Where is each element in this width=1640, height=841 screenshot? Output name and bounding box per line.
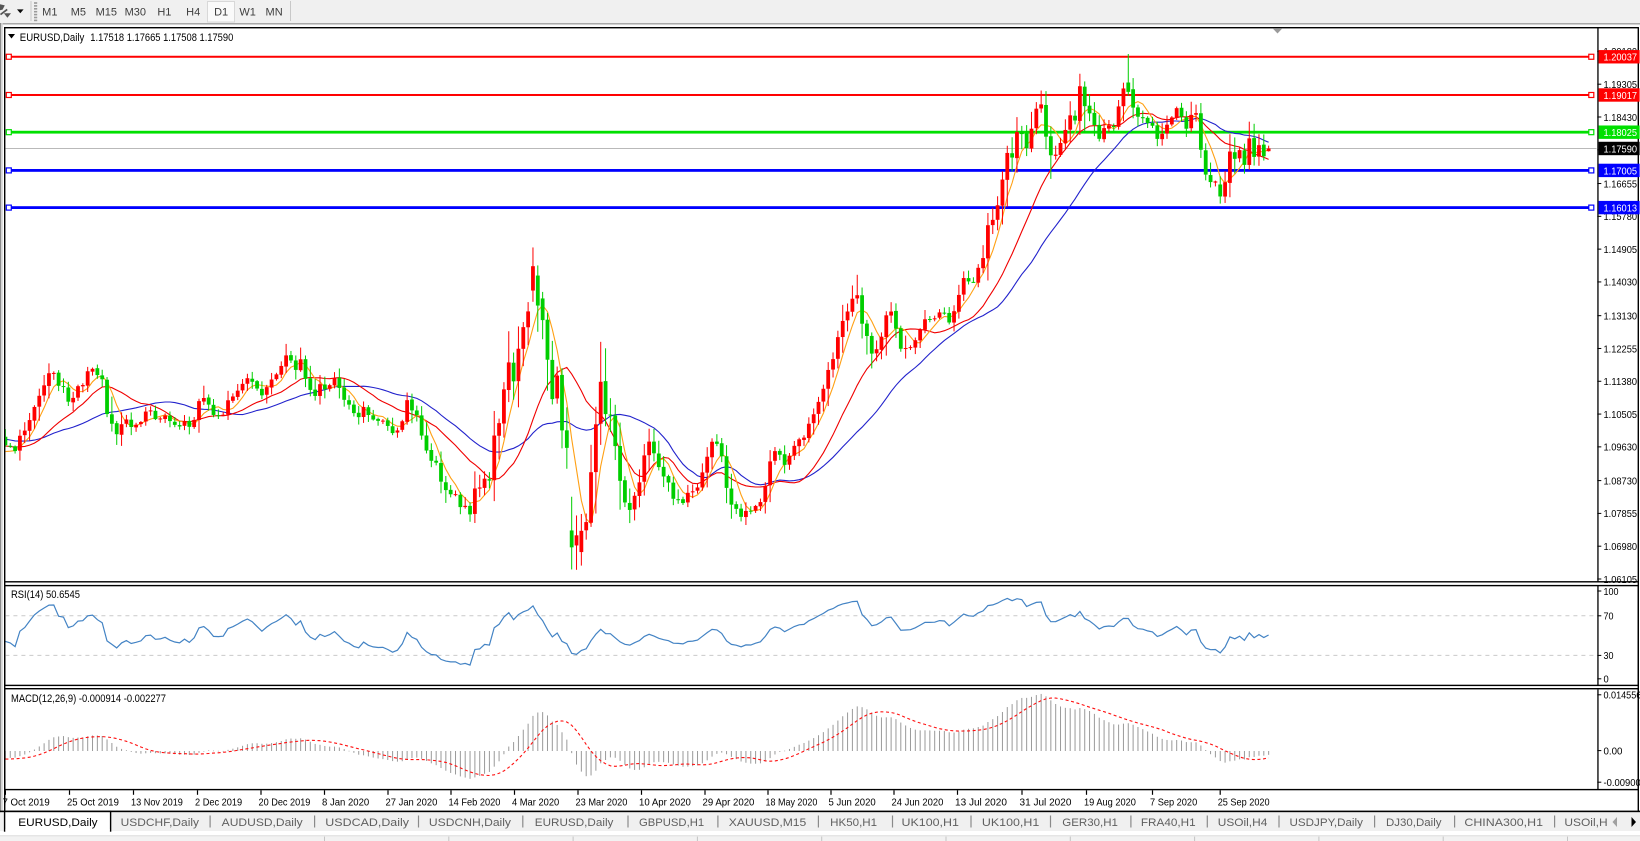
- svg-text:1.19305: 1.19305: [1604, 80, 1638, 91]
- svg-text:1.11380: 1.11380: [1604, 377, 1638, 388]
- svg-text:RSI(14) 50.6545: RSI(14) 50.6545: [11, 589, 80, 601]
- svg-text:30: 30: [1604, 651, 1614, 662]
- svg-text:1.09630: 1.09630: [1604, 443, 1638, 454]
- svg-text:1.19017: 1.19017: [1604, 91, 1638, 102]
- svg-text:USDCAD,Daily: USDCAD,Daily: [325, 817, 409, 829]
- svg-text:GBPUSD,H1: GBPUSD,H1: [639, 817, 704, 829]
- svg-text:CHINA300,H1: CHINA300,H1: [1464, 817, 1543, 829]
- svg-text:31 Jul 2020: 31 Jul 2020: [1020, 798, 1072, 809]
- svg-text:1.18025: 1.18025: [1604, 128, 1638, 139]
- svg-text:7 Sep 2020: 7 Sep 2020: [1150, 798, 1197, 809]
- svg-text:USDCHF,Daily: USDCHF,Daily: [121, 817, 200, 829]
- svg-text:1.14030: 1.14030: [1604, 278, 1638, 289]
- svg-text:1.17005: 1.17005: [1604, 166, 1638, 177]
- svg-text:MACD(12,26,9) -0.000914 -0.002: MACD(12,26,9) -0.000914 -0.002277: [11, 693, 166, 705]
- svg-text:1.13130: 1.13130: [1604, 311, 1638, 322]
- svg-text:1.20037: 1.20037: [1604, 53, 1638, 64]
- svg-text:0.014556: 0.014556: [1604, 691, 1640, 702]
- svg-text:EURUSD,Daily: EURUSD,Daily: [20, 32, 85, 44]
- svg-text:19 Aug 2020: 19 Aug 2020: [1084, 798, 1136, 809]
- svg-text:1.17590: 1.17590: [1604, 144, 1638, 155]
- svg-text:18 May 2020: 18 May 2020: [766, 798, 818, 809]
- svg-text:1.12255: 1.12255: [1604, 344, 1638, 355]
- svg-text:1.16013: 1.16013: [1604, 204, 1638, 215]
- svg-text:70: 70: [1604, 612, 1614, 623]
- svg-text:W1: W1: [239, 7, 256, 19]
- svg-text:1.15780: 1.15780: [1604, 212, 1638, 223]
- svg-text:M15: M15: [96, 7, 117, 19]
- svg-text:7 Oct 2019: 7 Oct 2019: [3, 798, 50, 809]
- svg-text:HK50,H1: HK50,H1: [830, 817, 877, 829]
- svg-text:USOil,H: USOil,H: [1564, 817, 1607, 829]
- svg-text:2 Dec 2019: 2 Dec 2019: [195, 798, 242, 809]
- svg-text:1.07855: 1.07855: [1604, 509, 1638, 520]
- svg-text:8 Jan 2020: 8 Jan 2020: [322, 798, 369, 809]
- svg-text:4 Mar 2020: 4 Mar 2020: [512, 798, 559, 809]
- svg-text:25 Sep 2020: 25 Sep 2020: [1218, 798, 1270, 809]
- svg-text:1.06980: 1.06980: [1604, 542, 1638, 553]
- svg-text:USOil,H4: USOil,H4: [1218, 817, 1268, 829]
- svg-text:H1: H1: [157, 7, 171, 19]
- svg-text:GER30,H1: GER30,H1: [1062, 817, 1118, 829]
- svg-text:MN: MN: [266, 7, 283, 19]
- svg-text:1.16655: 1.16655: [1604, 179, 1638, 190]
- svg-text:13 Nov 2019: 13 Nov 2019: [131, 798, 183, 809]
- svg-text:10 Apr 2020: 10 Apr 2020: [639, 798, 691, 809]
- svg-text:5 Jun 2020: 5 Jun 2020: [829, 798, 876, 809]
- svg-text:13 Jul 2020: 13 Jul 2020: [955, 798, 1007, 809]
- svg-text:EURUSD,Daily: EURUSD,Daily: [535, 817, 614, 829]
- svg-text:M30: M30: [125, 7, 146, 19]
- svg-text:D1: D1: [214, 7, 228, 19]
- svg-text:25 Oct 2019: 25 Oct 2019: [67, 798, 119, 809]
- svg-text:UK100,H1: UK100,H1: [902, 817, 959, 829]
- svg-text:0: 0: [1604, 675, 1610, 686]
- svg-text:FRA40,H1: FRA40,H1: [1141, 817, 1196, 829]
- svg-text:1.14905: 1.14905: [1604, 245, 1638, 256]
- svg-text:EURUSD,Daily: EURUSD,Daily: [18, 817, 98, 829]
- svg-text:USDJPY,Daily: USDJPY,Daily: [1290, 817, 1364, 829]
- svg-text:M1: M1: [42, 7, 57, 19]
- svg-text:-0.009001: -0.009001: [1604, 778, 1640, 789]
- svg-text:14 Feb 2020: 14 Feb 2020: [449, 798, 501, 809]
- svg-text:100: 100: [1604, 587, 1619, 598]
- svg-text:1.08730: 1.08730: [1604, 476, 1638, 487]
- svg-text:AUDUSD,Daily: AUDUSD,Daily: [222, 817, 304, 829]
- svg-text:XAUUSD,M15: XAUUSD,M15: [729, 817, 807, 829]
- svg-text:H4: H4: [186, 7, 200, 19]
- svg-text:23 Mar 2020: 23 Mar 2020: [576, 798, 628, 809]
- svg-text:USDCNH,Daily: USDCNH,Daily: [429, 817, 512, 829]
- svg-text:M5: M5: [71, 7, 86, 19]
- svg-text:24 Jun 2020: 24 Jun 2020: [892, 798, 944, 809]
- svg-text:27 Jan 2020: 27 Jan 2020: [386, 798, 438, 809]
- svg-text:20 Dec 2019: 20 Dec 2019: [259, 798, 311, 809]
- svg-text:1.06105: 1.06105: [1604, 575, 1638, 586]
- svg-text:1.17518 1.17665 1.17508 1.1759: 1.17518 1.17665 1.17508 1.17590: [90, 32, 233, 44]
- svg-text:29 Apr 2020: 29 Apr 2020: [703, 798, 755, 809]
- svg-text:0.00: 0.00: [1604, 746, 1623, 757]
- svg-text:1.18430: 1.18430: [1604, 113, 1638, 124]
- svg-text:1.10505: 1.10505: [1604, 410, 1638, 421]
- svg-text:UK100,H1: UK100,H1: [982, 817, 1039, 829]
- svg-text:DJ30,Daily: DJ30,Daily: [1386, 817, 1442, 829]
